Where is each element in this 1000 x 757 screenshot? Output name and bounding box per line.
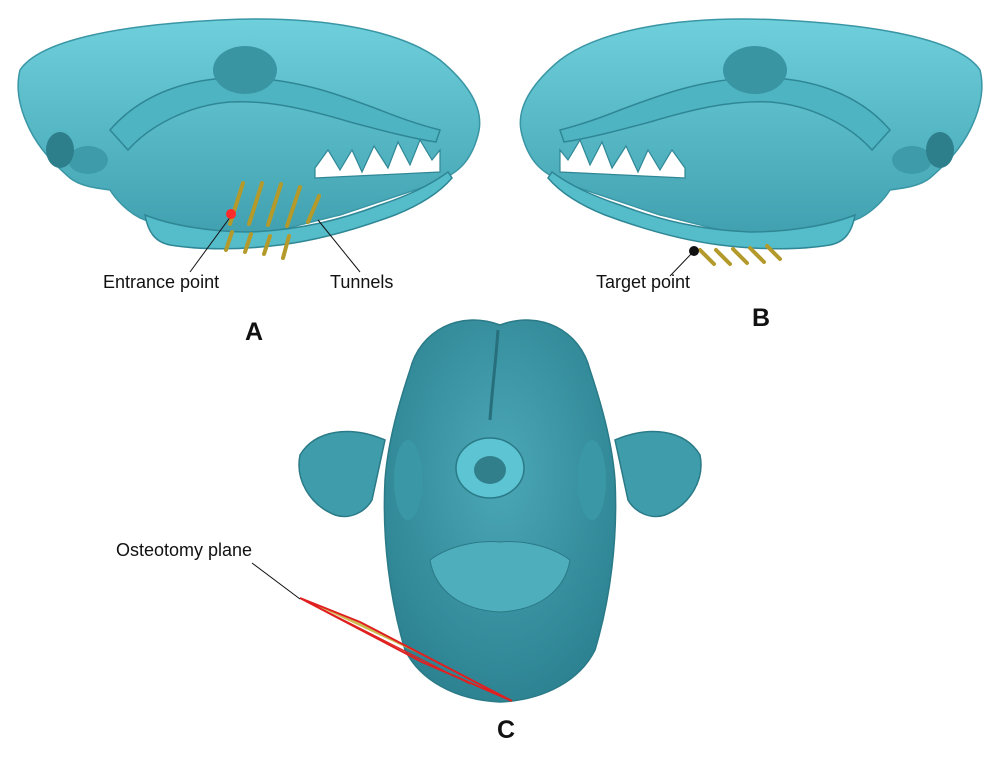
osteotomy-plane-leader <box>251 562 301 600</box>
tunnel-a-8 <box>262 234 272 256</box>
osteotomy-plane-inner-edge <box>311 603 471 685</box>
skull-c-foramen <box>474 456 506 484</box>
tunnels-leader <box>317 219 361 273</box>
tunnel-a-7 <box>243 232 253 254</box>
skull-c-right-arch <box>614 430 702 518</box>
skull-b-tympanic <box>926 132 954 168</box>
tunnel-b-5 <box>765 244 782 261</box>
tunnel-a-2 <box>247 181 264 226</box>
skull-c-condyle-right <box>578 440 606 520</box>
tunnel-b-1 <box>698 248 716 266</box>
label-target-point: Target point <box>596 272 691 292</box>
skull-a-orbit <box>213 46 277 94</box>
entrance-point-leader <box>189 215 232 273</box>
target-point-marker <box>689 246 699 256</box>
skull-c-cranium <box>383 319 617 703</box>
panel-a-skull <box>17 18 481 250</box>
skull-c-condyle-left <box>394 440 422 520</box>
skull-a-teeth <box>314 138 441 179</box>
skull-b-cranium <box>519 18 983 242</box>
entrance-point-marker <box>226 209 236 219</box>
skull-c-sagittal-crest <box>488 329 500 421</box>
osteotomy-plane <box>299 597 513 702</box>
tunnel-a-9 <box>281 234 291 260</box>
tunnel-a-3 <box>266 182 283 227</box>
tunnel-a-4 <box>285 185 302 228</box>
skull-a-mandible <box>144 170 453 250</box>
skull-a-condyle <box>68 146 108 174</box>
panel-a-tunnels <box>224 181 321 260</box>
skull-c-left-arch <box>298 430 386 518</box>
panel-letter-b: B <box>752 304 771 332</box>
tunnel-b-2 <box>714 248 732 266</box>
label-entrance-point: Entrance point <box>103 272 220 292</box>
skull-b-condyle <box>892 146 932 174</box>
skull-a-tympanic <box>46 132 74 168</box>
target-point-leader <box>669 251 694 277</box>
osteotomy-plane-outline <box>299 597 513 702</box>
tunnel-b-4 <box>748 246 766 264</box>
skull-a-cranium <box>17 18 481 242</box>
tunnel-a-5 <box>306 194 321 224</box>
skull-b-mandible <box>547 170 856 250</box>
tunnel-b-3 <box>731 247 749 265</box>
tunnel-a-6 <box>224 230 234 252</box>
panel-b-tunnels <box>698 244 782 266</box>
panel-c-skull <box>298 319 702 703</box>
skull-c-lower-ridge <box>429 541 571 613</box>
label-tunnels: Tunnels <box>330 272 394 292</box>
skull-b-orbit <box>723 46 787 94</box>
skull-b-teeth <box>559 138 686 179</box>
panel-letter-c: C <box>497 716 516 744</box>
label-osteotomy-plane: Osteotomy plane <box>116 540 253 560</box>
panel-letter-a: A <box>245 318 264 346</box>
panel-b-skull <box>519 18 983 250</box>
